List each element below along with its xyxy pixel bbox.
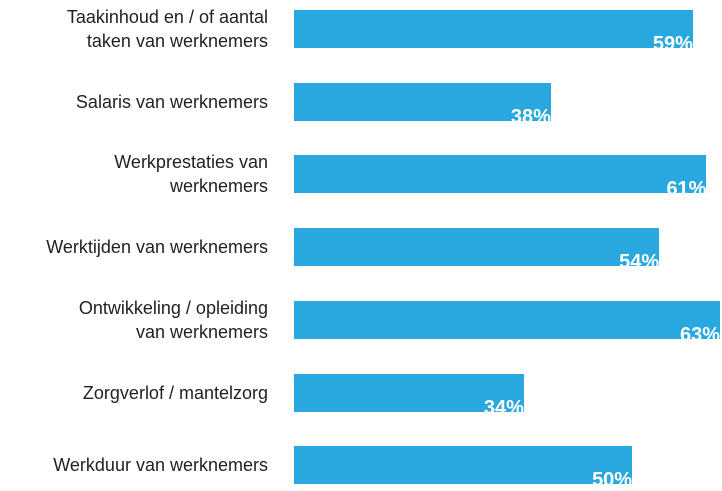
bar: 34% [294, 373, 524, 418]
bar: 38% [294, 82, 551, 127]
category-label: Werkprestaties van werknemers [114, 152, 268, 197]
value-label: 38% [510, 105, 551, 128]
bar: 61% [294, 155, 707, 199]
category-label: Taakinhoud en / of aantal taken van werk… [66, 7, 268, 51]
category-label: Ontwikkeling / opleiding van werknemers [78, 297, 268, 342]
value-label: 63% [679, 323, 720, 346]
value-label: 34% [483, 396, 524, 419]
bar: 50% [294, 446, 633, 490]
bar: 54% [294, 228, 660, 272]
value-label: 50% [592, 469, 633, 491]
bar: 59% [294, 10, 693, 54]
category-label: Salaris van werknemers [75, 91, 268, 112]
category-label: Werkduur van werknemers [53, 455, 268, 476]
value-label: 61% [666, 178, 707, 201]
value-label: 54% [619, 251, 660, 274]
bar: 63% [294, 300, 720, 345]
category-label: Zorgverlof / mantelzorg [82, 382, 268, 403]
value-label: 59% [652, 33, 693, 55]
category-label: Werktijden van werknemers [46, 237, 268, 258]
